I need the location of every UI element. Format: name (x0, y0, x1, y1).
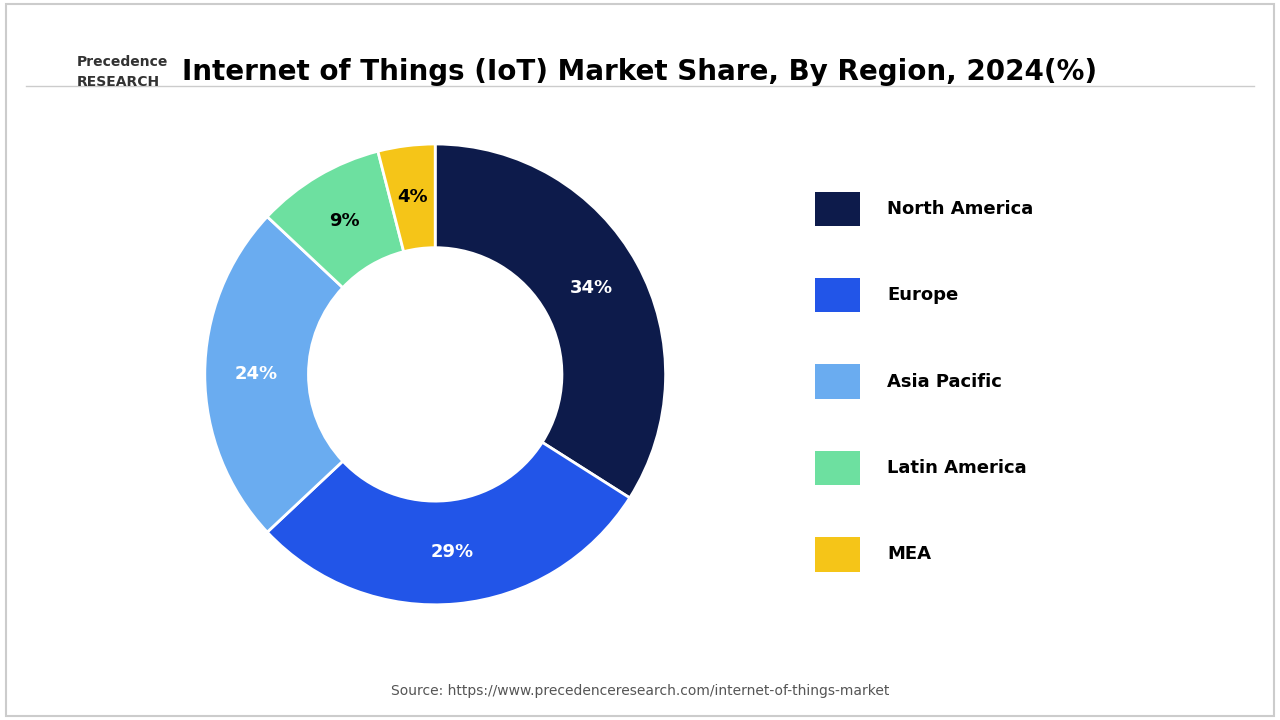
Text: Source: https://www.precedenceresearch.com/internet-of-things-market: Source: https://www.precedenceresearch.c… (390, 684, 890, 698)
FancyBboxPatch shape (815, 278, 860, 312)
FancyBboxPatch shape (815, 364, 860, 399)
FancyBboxPatch shape (815, 192, 860, 226)
Text: Latin America: Latin America (887, 459, 1027, 477)
Text: Internet of Things (IoT) Market Share, By Region, 2024(%): Internet of Things (IoT) Market Share, B… (183, 58, 1097, 86)
Wedge shape (378, 144, 435, 252)
Wedge shape (435, 144, 666, 498)
Text: Asia Pacific: Asia Pacific (887, 373, 1002, 390)
FancyBboxPatch shape (815, 537, 860, 572)
Text: 4%: 4% (398, 188, 428, 206)
Wedge shape (268, 442, 630, 605)
Text: 9%: 9% (329, 212, 360, 230)
Wedge shape (205, 217, 343, 532)
Text: Europe: Europe (887, 286, 959, 304)
FancyBboxPatch shape (815, 451, 860, 485)
Text: 29%: 29% (430, 543, 474, 561)
Wedge shape (268, 151, 403, 288)
Text: 34%: 34% (570, 279, 613, 297)
Text: 24%: 24% (236, 365, 278, 383)
Text: North America: North America (887, 199, 1033, 217)
Text: MEA: MEA (887, 546, 931, 563)
Text: Precedence
RESEARCH: Precedence RESEARCH (77, 55, 168, 89)
